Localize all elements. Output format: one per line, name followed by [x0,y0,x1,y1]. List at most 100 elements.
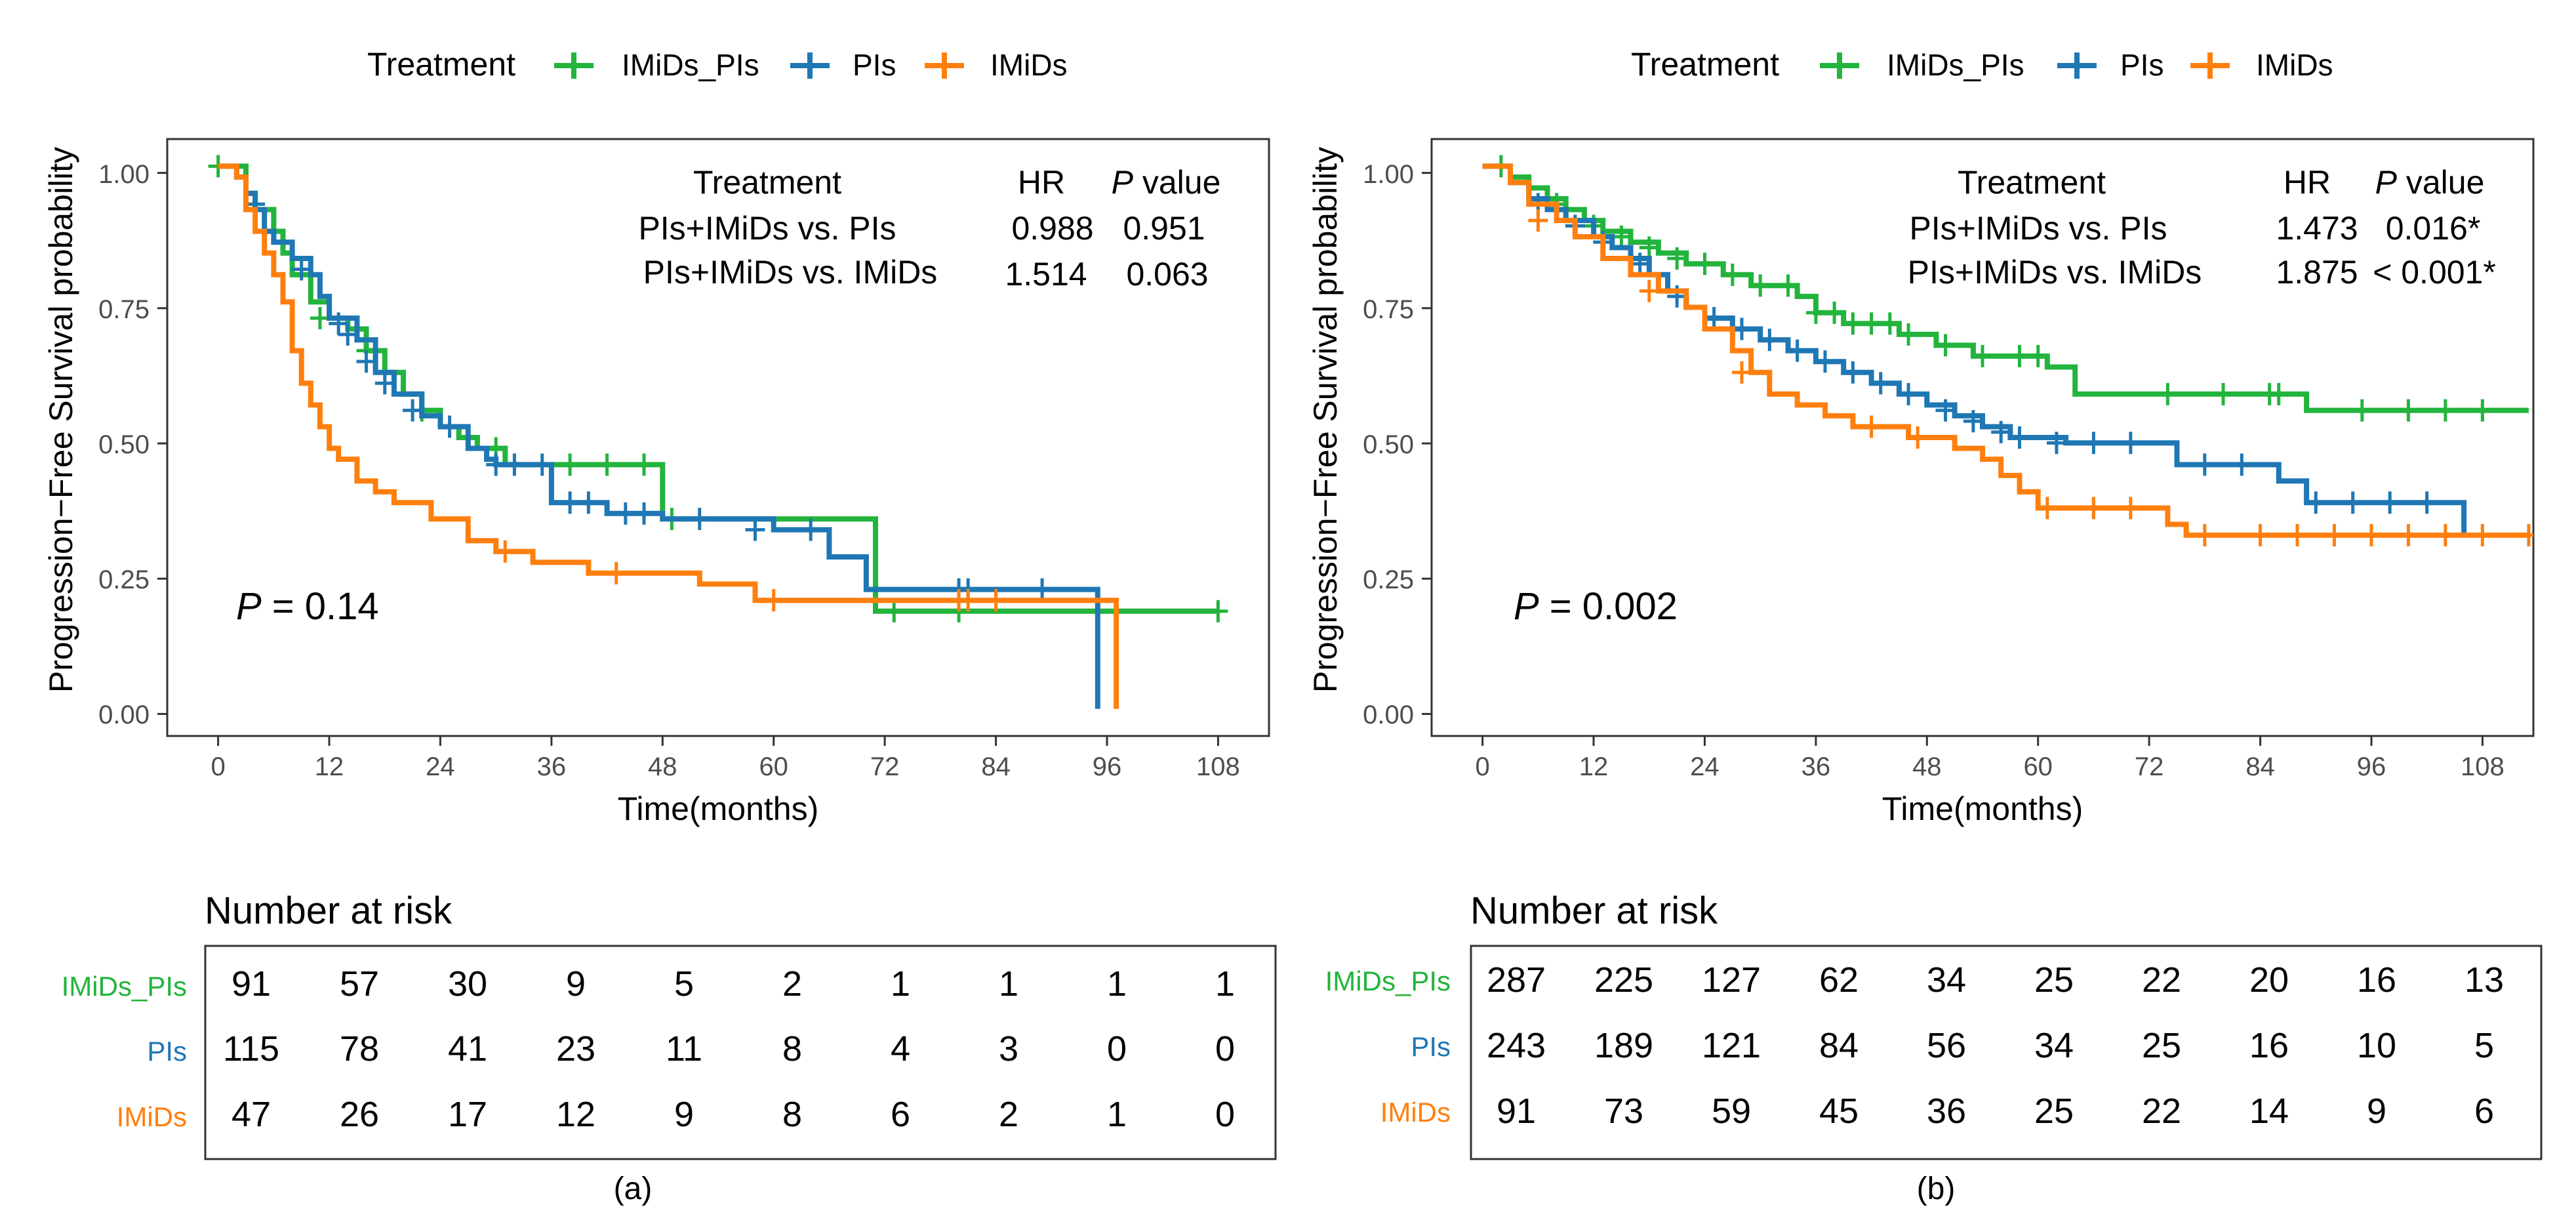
y-axis-label-b: Progression−Free Survival probability [1307,147,1344,693]
censor-mark [763,589,784,612]
censor-mark [1824,301,1845,324]
risk-value: 115 [223,1029,279,1069]
risk-value: 14 [2249,1091,2289,1131]
risk-value: 0 [1107,1029,1127,1069]
x-tick-label: 36 [1801,752,1831,781]
risk-value: 127 [1702,960,1761,1000]
censor-mark [1899,323,1919,346]
km-line-imids [1482,163,2529,538]
censor-mark [1778,274,1798,297]
censor-mark [2352,399,2372,422]
risk-value: 1 [891,964,910,1004]
risk-row-label-imids: IMiDs [1380,1097,1451,1128]
stat-row-comparison: PIs+IMiDs vs. PIs [638,210,896,247]
censor-mark [2009,344,2030,367]
risk-value: 6 [2474,1091,2494,1131]
legend-title: Treatment [367,46,515,83]
censor-mark [560,491,580,514]
censor-mark [1935,334,1956,357]
risk-value: 73 [1604,1091,1643,1131]
censor-mark [439,415,460,438]
panel-b: Treatment IMiDs_PIs PIs IMiDs Progressio… [1307,46,2543,1206]
stat-header-treatment: Treatment [693,164,841,201]
censor-mark [689,508,710,531]
risk-value: 5 [2474,1026,2494,1065]
x-tick-label: 60 [759,752,788,781]
risk-value: 78 [340,1029,379,1069]
x-tick-label: 0 [211,752,225,781]
risk-value: 1 [1107,1095,1127,1134]
legend-label-pis: PIs [853,48,896,82]
censor-mark [504,453,525,476]
stat-row-hr: 1.514 [1005,256,1087,293]
risk-value: 10 [2357,1026,2396,1065]
risk-value: 1 [1215,964,1235,1004]
x-tick-label: 96 [1093,752,1122,781]
censor-mark [2472,523,2493,546]
censor-mark [1787,339,1807,362]
stat-header-treatment: Treatment [1958,164,2106,201]
censor-mark [2361,523,2381,546]
legend-key-pis [2057,52,2097,79]
risk-title-a: Number at risk [205,889,453,932]
y-tick-label: 0.75 [1363,295,1414,324]
x-tick-label: 0 [1475,752,1489,781]
y-tick-label: 0.25 [98,565,150,594]
legend-title: Treatment [1631,46,1779,83]
stat-row-hr: 0.988 [1011,210,1093,247]
risk-value: 0 [1215,1095,1235,1134]
risk-value: 57 [340,964,379,1004]
censor-mark [2287,523,2307,546]
censor-mark [2380,491,2400,514]
risk-value: 22 [2142,960,2181,1000]
legend-label-imids: IMiDs [2256,48,2333,82]
censor-mark [2194,523,2215,546]
stat-row-pvalue: 0.063 [1126,256,1208,293]
km-line-pis [1482,163,2467,535]
censor-mark [884,600,904,622]
risk-value: 2 [782,964,802,1004]
legend-key-imids [925,52,964,79]
risk-value: 9 [674,1095,694,1134]
risk-value: 12 [556,1095,595,1134]
censor-mark [2268,382,2289,405]
censor-mark [1963,410,1983,433]
y-tick-label: 0.50 [1363,430,1414,459]
censor-mark [986,589,1006,612]
risk-frame-a [204,945,1277,1160]
censor-mark [1611,225,1632,248]
legend-key-imids [2190,52,2230,79]
censor-mark [2009,426,2030,449]
stat-row-pvalue: < 0.001* [2373,254,2496,291]
x-tick-label: 24 [426,752,455,781]
x-tick-label: 12 [1579,752,1609,781]
x-ticks-a: 0 12 24 36 48 60 72 84 96 108 [211,736,1240,781]
censor-mark [2046,432,2066,455]
censor-mark [1805,301,1826,324]
legend-b: Treatment IMiDs_PIs PIs IMiDs [1631,46,2333,83]
y-tick-label: 0.25 [1363,565,1414,594]
risk-value: 25 [2034,960,2074,1000]
risk-value: 6 [891,1095,910,1134]
risk-value: 30 [448,964,487,1004]
censor-mark [634,502,654,525]
x-tick-label: 72 [2135,752,2164,781]
censor-mark [2472,399,2493,422]
censor-mark [2120,497,2141,520]
censor-mark [1935,399,1956,422]
censor-mark [2158,382,2178,405]
panel-a: Treatment IMiDs_PIs PIs IMiDs Progressio… [43,46,1277,1206]
stat-row-pvalue: 0.016* [2386,210,2481,247]
censor-mark [2083,497,2104,520]
risk-value: 26 [340,1095,379,1134]
risk-value: 0 [1215,1029,1235,1069]
y-tick-label: 1.00 [1363,160,1414,189]
plot-frame-a [166,138,1270,737]
risk-title-b: Number at risk [1470,889,1718,932]
censor-mark [1750,274,1771,297]
risk-value: 16 [2249,1026,2289,1065]
censor-mark [1973,344,1992,367]
risk-value: 62 [1819,960,1859,1000]
censor-mark [1908,426,1928,449]
